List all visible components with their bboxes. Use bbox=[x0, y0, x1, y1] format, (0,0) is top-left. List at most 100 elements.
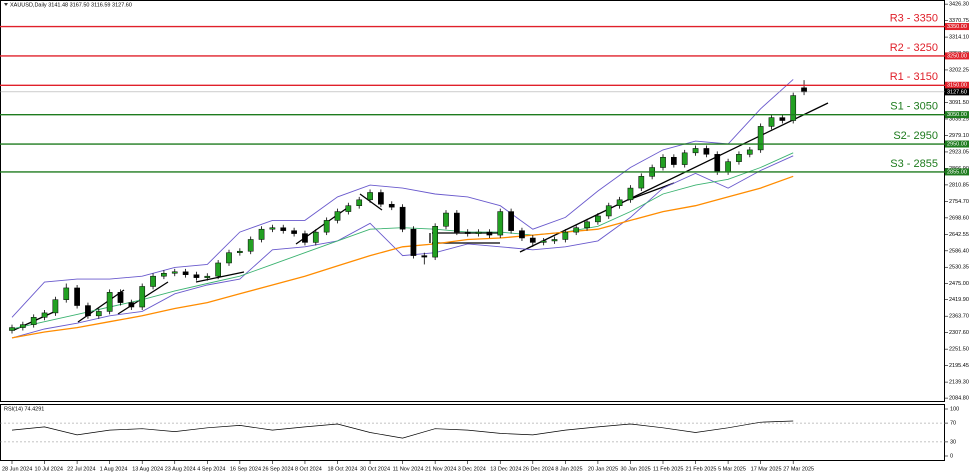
candle-body bbox=[367, 192, 373, 201]
level-axis-label: 3050.00 bbox=[947, 112, 967, 118]
candle-body bbox=[486, 231, 493, 236]
candle-body bbox=[41, 312, 48, 318]
x-tick-label: 20 Jan 2025 bbox=[588, 466, 618, 472]
y-tick-label: 2195.45 bbox=[949, 363, 969, 369]
level-axis-label: 3350.00 bbox=[947, 24, 967, 30]
candle-body bbox=[74, 287, 80, 306]
x-tick-label: 5 Mar 2025 bbox=[718, 466, 746, 472]
candle-body bbox=[410, 228, 417, 256]
candle-body bbox=[616, 199, 623, 206]
candle-body bbox=[378, 192, 384, 205]
candle-body bbox=[323, 220, 330, 233]
indicator-line bbox=[11, 79, 794, 318]
candle-body bbox=[106, 292, 113, 312]
x-tick-label: 10 Jul 2024 bbox=[35, 466, 63, 472]
candle-body bbox=[736, 154, 742, 162]
candle-body bbox=[269, 227, 276, 230]
candle-body bbox=[9, 327, 15, 331]
candle-body bbox=[182, 271, 189, 275]
x-tick-label: 8 Oct 2024 bbox=[295, 466, 322, 472]
trend-lines bbox=[13, 102, 829, 331]
candle-body bbox=[20, 324, 26, 328]
y-tick-label: 2698.60 bbox=[949, 215, 969, 221]
candle-body bbox=[63, 287, 70, 300]
x-tick-label: 11 Feb 2025 bbox=[653, 466, 683, 472]
candle-body bbox=[584, 221, 590, 228]
x-tick-label: 23 Aug 2024 bbox=[165, 466, 196, 472]
candle-body bbox=[779, 117, 786, 121]
x-tick-label: 21 Nov 2024 bbox=[425, 466, 456, 472]
y-tick-label: 3314.10 bbox=[949, 35, 969, 41]
candle-body bbox=[725, 161, 731, 173]
candle-body bbox=[757, 126, 764, 151]
x-tick-label: 22 Jul 2024 bbox=[67, 466, 95, 472]
y-tick-label: 2475.00 bbox=[949, 281, 969, 287]
candle-body bbox=[291, 230, 297, 234]
level-label: R3 - 3350 bbox=[890, 12, 938, 24]
level-label: S1 - 3050 bbox=[890, 101, 938, 113]
candle-body bbox=[280, 227, 287, 231]
candle-body bbox=[171, 271, 178, 274]
trend-line bbox=[195, 271, 245, 283]
candle-body bbox=[247, 239, 254, 252]
y-tick-label: 2586.40 bbox=[949, 248, 969, 254]
candle-body bbox=[464, 231, 471, 234]
candle-body bbox=[551, 239, 558, 242]
x-tick-label: 26 Dec 2024 bbox=[523, 466, 554, 472]
candle-body bbox=[508, 211, 514, 231]
last-price-label: 3127.60 bbox=[947, 89, 967, 95]
level-axis-label: 3150.00 bbox=[947, 83, 967, 89]
rsi-tick-label: 100 bbox=[950, 406, 959, 412]
x-tick-label: 30 Jan 2025 bbox=[620, 466, 650, 472]
y-tick-label: 2979.10 bbox=[949, 133, 969, 139]
y-tick-label: 2419.90 bbox=[949, 297, 969, 303]
y-tick-label: 3202.25 bbox=[949, 67, 969, 73]
x-tick-label: 4 Sep 2024 bbox=[197, 466, 225, 472]
y-tick-label: 2923.05 bbox=[949, 149, 969, 155]
x-tick-label: 13 Dec 2024 bbox=[490, 466, 521, 472]
rsi-tick-label: 70 bbox=[950, 421, 956, 427]
candle-body bbox=[312, 231, 319, 243]
indicator-line bbox=[11, 175, 794, 339]
candle-body bbox=[95, 311, 102, 317]
y-tick-label: 3426.30 bbox=[949, 2, 969, 8]
candle-body bbox=[388, 203, 395, 208]
x-tick-label: 21 Feb 2025 bbox=[686, 466, 717, 472]
candle-body bbox=[454, 212, 460, 233]
candle-body bbox=[443, 212, 449, 227]
candle-body bbox=[128, 302, 135, 308]
level-axis-box bbox=[945, 52, 969, 60]
candle-body bbox=[432, 226, 438, 258]
y-tick-label: 2754.70 bbox=[949, 199, 969, 205]
level-axis-box bbox=[945, 168, 969, 176]
candle-body bbox=[30, 317, 37, 325]
candle-body bbox=[671, 156, 677, 165]
level-axis-label: 2950.00 bbox=[947, 141, 967, 147]
candle-body bbox=[215, 262, 222, 277]
candle-body bbox=[540, 240, 547, 243]
y-tick-label: 3091.50 bbox=[949, 100, 969, 106]
candle-body bbox=[161, 272, 167, 277]
level-axis-box bbox=[945, 111, 969, 119]
rsi-panel-frame bbox=[0, 404, 945, 461]
candle-body bbox=[638, 176, 645, 189]
trend-line bbox=[77, 289, 125, 323]
x-tick-label: 1 Aug 2024 bbox=[100, 466, 128, 472]
y-tick-label: 3035.25 bbox=[949, 116, 969, 122]
trend-line bbox=[627, 182, 675, 201]
candle-body bbox=[237, 250, 243, 253]
candle-body bbox=[595, 215, 601, 223]
level-axis-label: 2855.00 bbox=[947, 169, 967, 175]
main-panel-frame bbox=[0, 0, 945, 402]
candle-body bbox=[193, 274, 200, 278]
candle-body bbox=[258, 228, 265, 240]
candle-body bbox=[605, 205, 612, 217]
level-axis-box bbox=[945, 140, 969, 148]
trend-line bbox=[519, 102, 829, 253]
candle-body bbox=[746, 149, 753, 155]
candle-body bbox=[703, 148, 710, 155]
x-tick-label: 27 Mar 2025 bbox=[783, 466, 814, 472]
level-label: R2 - 3250 bbox=[890, 42, 938, 54]
level-axis-box bbox=[945, 23, 969, 31]
